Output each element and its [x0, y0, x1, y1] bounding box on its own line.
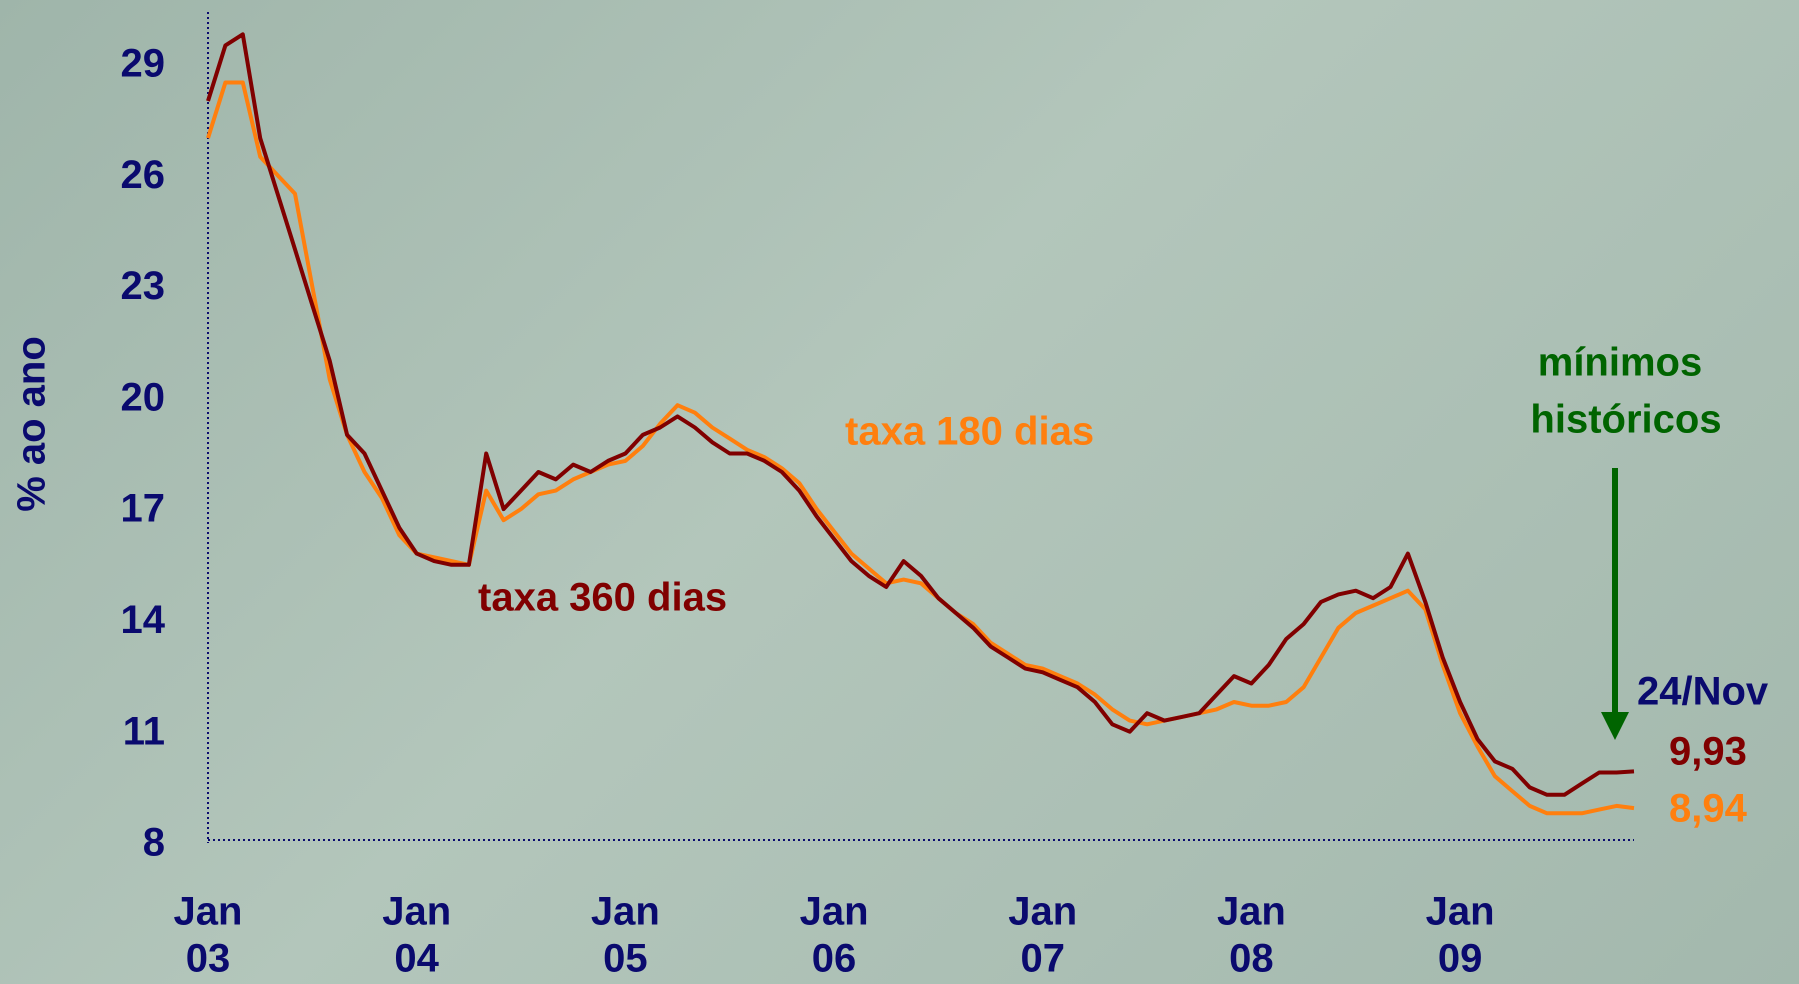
y-tick-label: 20: [121, 375, 166, 419]
annotation: mínimos: [1538, 341, 1702, 385]
annotation: históricos: [1530, 398, 1721, 442]
x-tick-label: Jan: [591, 890, 660, 934]
end-value-label: 8,94: [1669, 787, 1748, 831]
annotation: 24/Nov: [1637, 670, 1769, 714]
x-tick-label: Jan: [1426, 890, 1495, 934]
x-tick-label: 06: [812, 937, 857, 981]
x-tick-label: Jan: [1008, 890, 1077, 934]
series-label: taxa 360 dias: [478, 576, 727, 620]
x-tick-label: 08: [1229, 937, 1274, 981]
x-tick-label: Jan: [800, 890, 869, 934]
series-label: taxa 180 dias: [845, 410, 1094, 454]
y-tick-label: 29: [121, 42, 166, 86]
x-tick-label: 09: [1438, 937, 1483, 981]
arrow-head: [1601, 712, 1629, 740]
x-tick-label: Jan: [1217, 890, 1286, 934]
y-tick-label: 26: [121, 153, 166, 197]
y-tick-label: 8: [143, 821, 165, 865]
chart: % ao ano mínimos históricos 24/Nov 8 11 14…: [0, 0, 1799, 984]
y-tick-label: 14: [121, 598, 166, 642]
y-axis-label: % ao ano: [10, 336, 54, 512]
x-tick-label: 07: [1020, 937, 1065, 981]
x-tick-label: Jan: [174, 890, 243, 934]
y-tick-label: 11: [123, 709, 165, 753]
y-tick-label: 23: [121, 264, 166, 308]
y-tick-label: 17: [121, 487, 166, 531]
x-tick-label: Jan: [382, 890, 451, 934]
x-tick-label: 03: [186, 937, 231, 981]
x-tick-label: 04: [394, 937, 439, 981]
end-value-label: 9,93: [1669, 730, 1747, 774]
x-tick-label: 05: [603, 937, 648, 981]
